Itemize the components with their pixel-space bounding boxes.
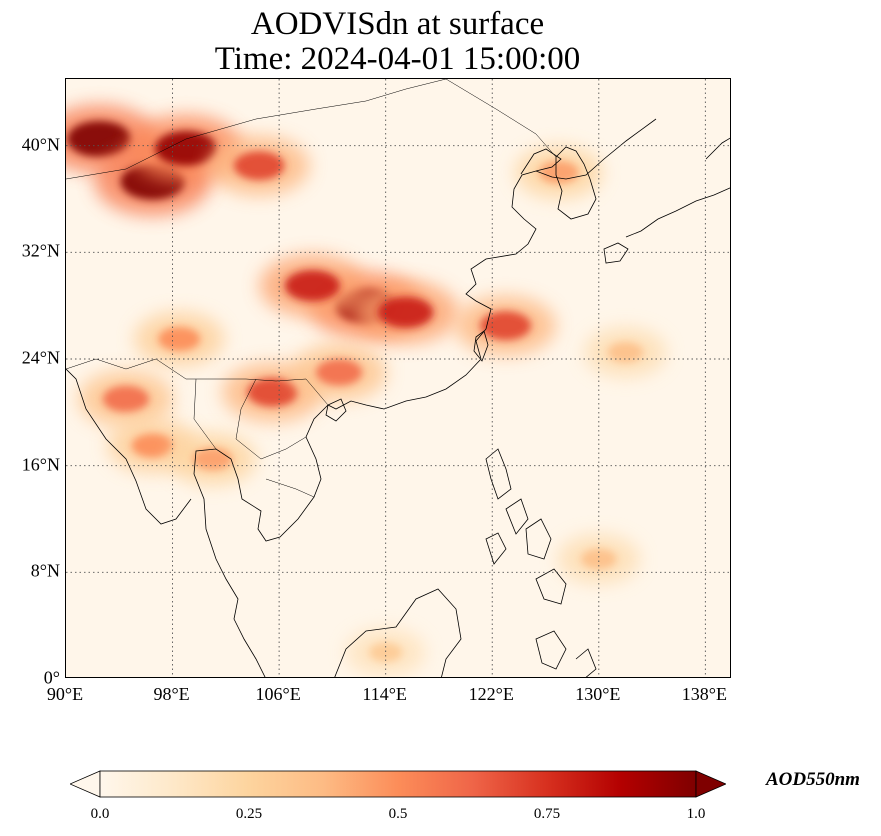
latitude-tick-label: 40°N [21, 134, 60, 155]
colorbar-tick-label: 1.0 [686, 806, 706, 822]
aod-hotspot [480, 311, 531, 341]
longitude-tick-label: 114°E [362, 684, 407, 704]
longitude-tick-label: 98°E [153, 684, 190, 704]
colorbar-tick-label: 0.0 [90, 806, 110, 822]
longitude-tick-label: 130°E [575, 684, 621, 704]
aod-hotspot [67, 121, 132, 157]
colorbar-tick-label: 0.75 [533, 806, 561, 822]
map-title: AODVISdn at surface [250, 6, 545, 42]
aod-hotspot [607, 342, 644, 363]
longitude-tick-label: 90°E [46, 684, 84, 704]
longitude-tick-label: 122°E [468, 684, 514, 704]
aod-hotspot [247, 377, 298, 407]
aod-hotspot [378, 296, 434, 328]
gridlines-layer [66, 79, 730, 677]
aod-hotspot [131, 433, 174, 458]
aod-hotspot [581, 548, 617, 570]
map-plot-area[interactable] [65, 78, 731, 678]
longitude-tick-label: 138°E [681, 684, 727, 704]
colorbar-gradient [99, 770, 697, 798]
latitude-tick-label: 0° [43, 667, 60, 688]
aod-hotspot [369, 642, 403, 662]
latitude-tick-label: 16°N [21, 454, 60, 475]
colorbar-tick-label: 0.5 [388, 806, 408, 822]
colorbar-tick-label: 0.25 [235, 806, 263, 822]
colorbar-label: AOD550nm [766, 769, 860, 790]
aod-hotspot [154, 130, 217, 166]
latitude-tick-label: 24°N [21, 347, 60, 368]
map-subtitle-time: Time: 2024-04-01 15:00:00 [214, 41, 581, 77]
latitude-tick-label: 8°N [30, 560, 60, 581]
aod-hotspot [284, 270, 341, 302]
aod-field-layer [66, 105, 667, 677]
colorbar [70, 770, 726, 798]
colorbar-min-extend-arrow [70, 770, 101, 798]
aod-hotspot [102, 385, 150, 413]
aod-hotspot [233, 151, 285, 181]
longitude-tick-label: 106°E [255, 684, 301, 704]
coastlines-layer [66, 79, 730, 677]
aod-hotspot [315, 359, 363, 386]
latitude-tick-label: 32°N [21, 240, 60, 261]
map-canvas [66, 79, 730, 677]
colorbar-max-extend-arrow [695, 770, 726, 798]
aod-hotspot [158, 327, 201, 351]
aod-hotspot [538, 160, 579, 184]
